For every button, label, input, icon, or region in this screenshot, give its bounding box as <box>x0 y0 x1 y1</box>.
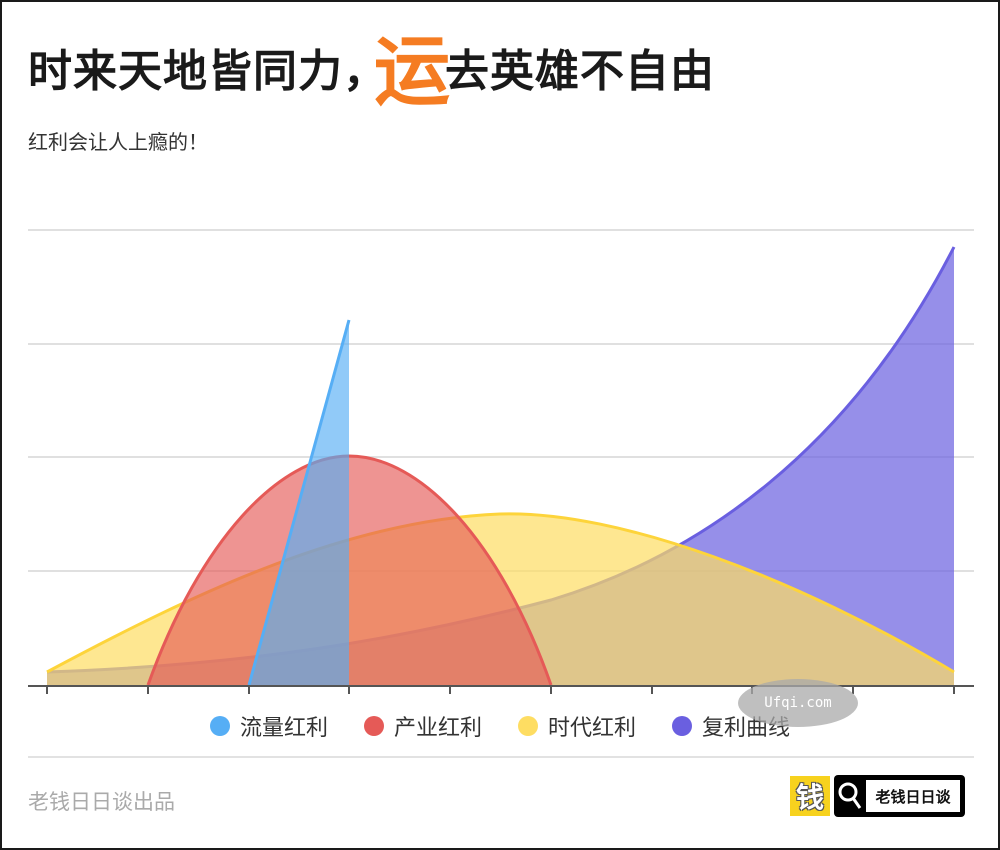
legend-dot-icon <box>363 716 384 736</box>
legend-dot-icon <box>209 716 230 736</box>
credit-text: 老钱日日谈出品 <box>28 790 175 814</box>
footer-divider <box>28 756 974 758</box>
title-part-1: 时来天地皆同力， <box>28 46 388 97</box>
brand-search-label: 老钱日日谈 <box>866 780 960 812</box>
series-traffic-line <box>247 319 351 686</box>
title-highlight-char: 运 <box>374 27 451 116</box>
legend-dot-icon <box>518 716 538 736</box>
legend-label: 产业红利 <box>393 716 482 741</box>
watermark: Ufqi.com <box>738 679 858 727</box>
brand-search-logo: 老钱日日谈 <box>834 775 965 817</box>
legend-label: 流量红利 <box>239 716 328 741</box>
legend-dot-icon <box>672 716 693 736</box>
legend-item-traffic[interactable]: 流量红利 <box>209 710 328 742</box>
title-part-2: 去英雄不自由 <box>445 46 715 97</box>
legend-item-era[interactable]: 时代红利 <box>518 710 636 742</box>
legend-label: 时代红利 <box>548 716 637 741</box>
series-industry-dividend[interactable] <box>148 456 551 685</box>
brand-logo-badge: 钱 <box>790 776 830 816</box>
legend-item-industry[interactable]: 产业红利 <box>363 710 482 742</box>
page-title: 时来天地皆同力，运去英雄不自由 <box>28 30 715 110</box>
search-icon <box>834 775 866 817</box>
subtitle: 红利会让人上瘾的！ <box>28 130 208 154</box>
